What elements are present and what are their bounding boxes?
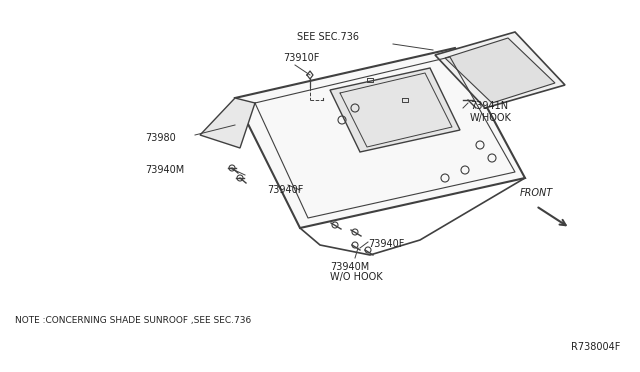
Text: SEE SEC.736: SEE SEC.736	[297, 32, 359, 42]
Text: 73910F: 73910F	[283, 53, 319, 63]
Text: 73940M: 73940M	[145, 165, 184, 175]
Polygon shape	[435, 32, 565, 108]
Text: R738004F: R738004F	[571, 342, 620, 352]
Text: 73940F: 73940F	[267, 185, 303, 195]
Polygon shape	[445, 38, 555, 103]
Text: 73940M: 73940M	[330, 262, 369, 272]
Text: FRONT: FRONT	[520, 188, 553, 198]
Text: 73941N: 73941N	[470, 101, 508, 111]
Text: 73940F: 73940F	[368, 239, 404, 249]
Text: NOTE :CONCERNING SHADE SUNROOF ,SEE SEC.736: NOTE :CONCERNING SHADE SUNROOF ,SEE SEC.…	[15, 316, 252, 325]
Text: W/O HOOK: W/O HOOK	[330, 272, 383, 282]
Polygon shape	[200, 98, 255, 148]
Text: W/HOOK: W/HOOK	[470, 113, 512, 123]
Text: 73980: 73980	[145, 133, 176, 143]
Polygon shape	[235, 48, 525, 228]
Polygon shape	[330, 68, 460, 152]
